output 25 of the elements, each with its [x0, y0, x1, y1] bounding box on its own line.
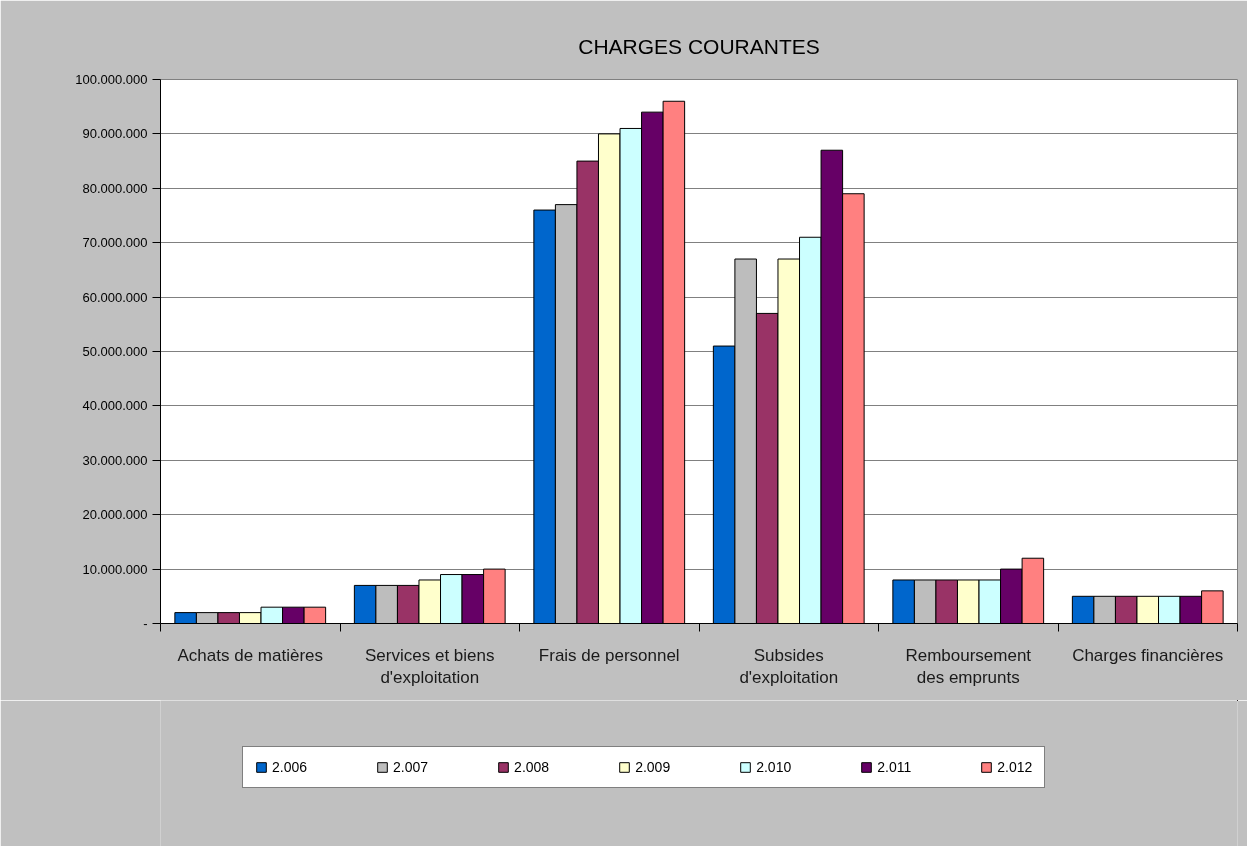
y-tick-label: 100.000.000 — [75, 72, 148, 87]
y-tick-label: - — [143, 616, 148, 631]
y-tick-label: 10.000.000 — [82, 561, 148, 577]
x-tick-label: Charges financières — [1072, 645, 1224, 665]
x-tick-label: Achats de matières — [177, 645, 324, 665]
y-tick-label: 60.000.000 — [82, 289, 148, 305]
x-tick-label: Services et biens d'exploitation — [365, 645, 495, 688]
legend-label: 2.011 — [877, 759, 912, 775]
y-tick-label: 70.000.000 — [82, 235, 148, 251]
x-tick-label: Subsides d'exploitation — [739, 645, 839, 688]
y-tick-label: 40.000.000 — [82, 398, 148, 414]
legend-label: 2.006 — [272, 759, 308, 775]
legend-label: 2.009 — [635, 759, 671, 775]
y-tick-label: 20.000.000 — [82, 507, 148, 523]
x-tick-label: Remboursement des emprunts — [905, 645, 1032, 688]
legend-label: 2.008 — [514, 759, 550, 775]
chart-title: CHARGES COURANTES — [578, 34, 820, 58]
x-tick-label: Frais de personnel — [538, 645, 680, 665]
legend-label: 2.010 — [756, 759, 792, 775]
y-tick-label: 80.000.000 — [82, 180, 148, 196]
y-tick-label: 90.000.000 — [82, 126, 148, 142]
legend-label: 2.007 — [393, 759, 429, 775]
y-tick-label: 30.000.000 — [82, 452, 148, 468]
legend-label: 2.012 — [997, 759, 1033, 775]
y-tick-label: 50.000.000 — [82, 344, 148, 359]
